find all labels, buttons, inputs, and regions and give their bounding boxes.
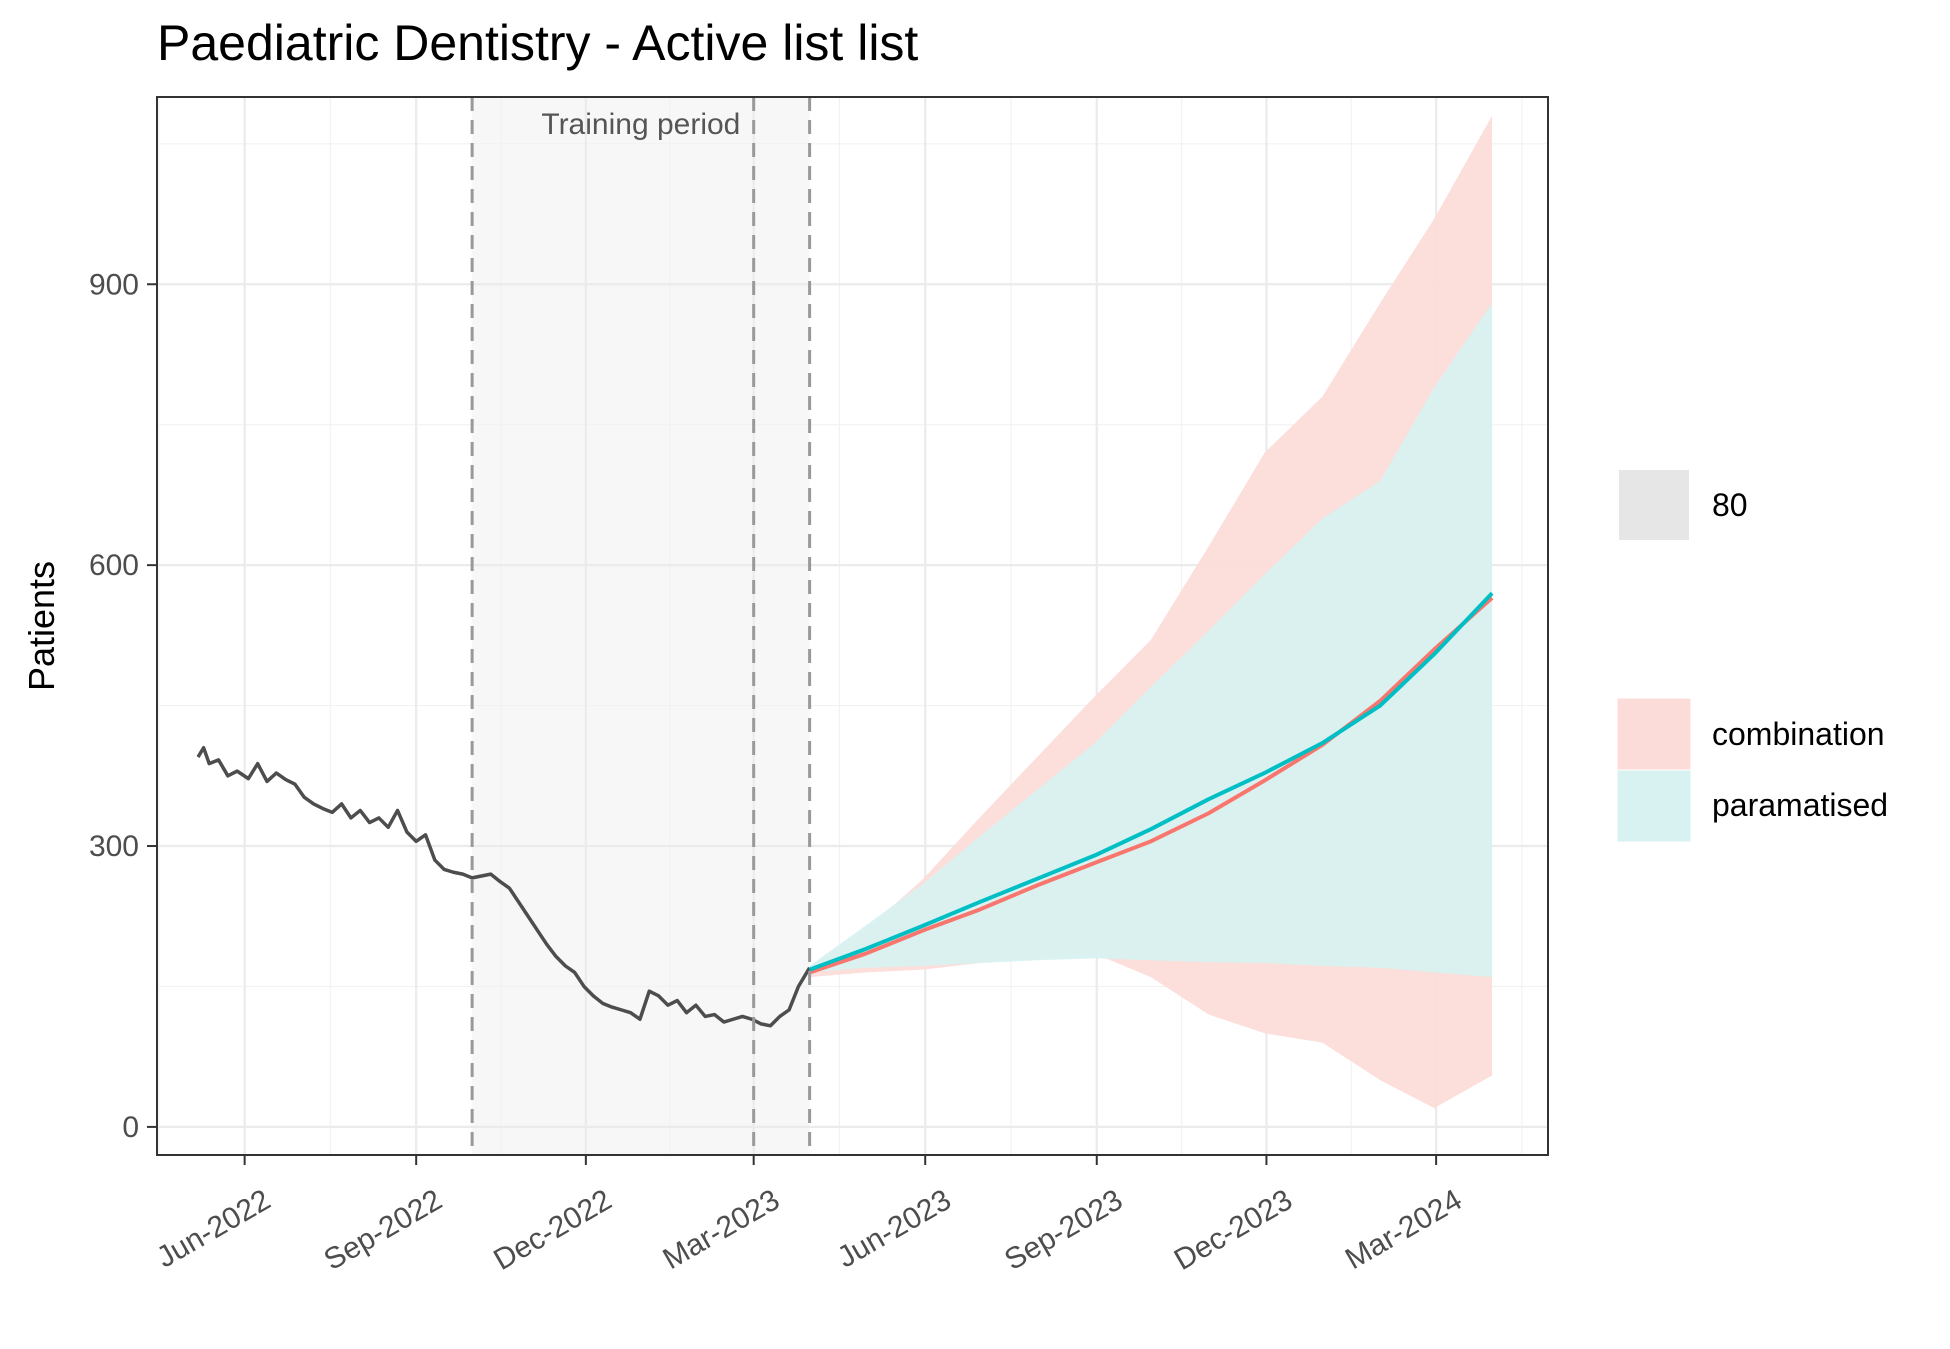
x-axis: Jun-2022 Sep-2022 Dec-2022 Mar-2023 Jun-2023… [151,1155,1468,1277]
forecast-interval-bands [809,115,1493,1109]
x-tick-label: Sep-2022 [319,1183,448,1277]
training-period-markers [470,97,812,1155]
x-tick-label: Mar-2024 [1340,1183,1468,1276]
x-tick-label: Jun-2022 [151,1183,276,1274]
x-tick-label: Dec-2022 [488,1183,617,1277]
y-tick-label: 600 [89,549,139,582]
y-axis: 0 300 600 900 [89,268,157,1144]
series-lines [196,591,1494,1028]
legend-label-paramatised: paramatised [1712,787,1888,823]
forecast-line-paramatised [808,591,1494,972]
legend-key-combination [1617,698,1691,770]
forecast-line-combination [808,596,1494,975]
x-tick-label: Jun-2023 [832,1183,957,1274]
interval-band-paramatised [809,302,1493,978]
legend-key-interval [1619,470,1689,540]
plot-panel: Training period [156,96,1549,1156]
y-tick-label: 300 [89,830,139,863]
actual-series-line [196,745,812,1028]
legend-label-interval: 80 [1712,487,1748,523]
y-tick-label: 900 [89,268,139,301]
training-period-label: Training period [541,108,740,141]
plot-border [156,96,1549,1156]
y-tick-label: 0 [122,1111,139,1144]
training-period-band [472,97,810,1155]
x-tick-label: Dec-2023 [1169,1183,1298,1277]
x-tick-label: Mar-2023 [657,1183,785,1276]
legend: 80 combination paramatised [1617,470,1888,842]
legend-label-combination: combination [1712,716,1885,752]
legend-key-paramatised [1617,770,1691,842]
y-axis-title: Patients [21,561,62,691]
chart-title: Paediatric Dentistry - Active list list [157,15,918,71]
x-tick-label: Sep-2023 [999,1183,1128,1277]
